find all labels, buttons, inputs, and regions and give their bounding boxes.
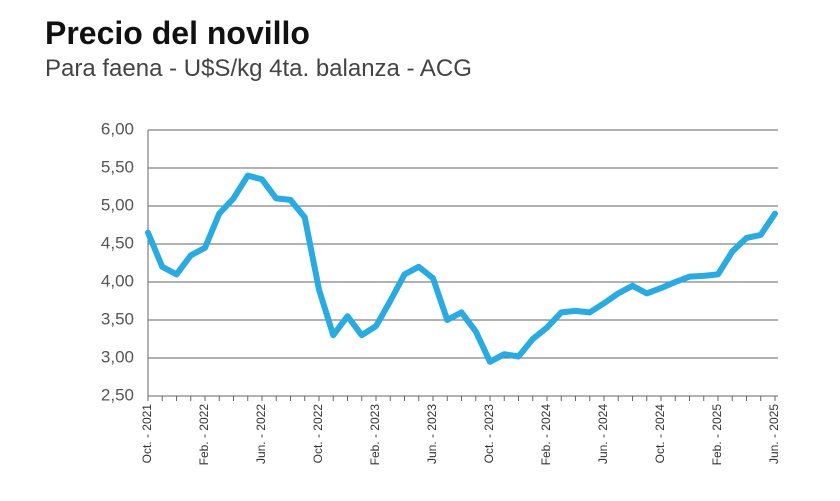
x-tick-label: Jun. - 2025 <box>767 404 781 464</box>
x-tick-label: Feb. - 2022 <box>197 404 211 466</box>
y-tick-label: 3,00 <box>101 347 134 366</box>
y-tick-label: 4,00 <box>101 271 134 290</box>
chart-title: Precio del novillo <box>45 15 310 51</box>
x-tick-label: Feb. - 2023 <box>368 404 382 466</box>
y-tick-label: 5,00 <box>101 195 134 214</box>
y-tick-label: 6,00 <box>101 119 134 138</box>
y-tick-label: 5,50 <box>101 157 134 176</box>
x-tick-label: Oct. - 2021 <box>140 404 154 464</box>
x-tick-label: Feb. - 2025 <box>710 404 724 466</box>
x-tick-label: Jun. - 2023 <box>425 404 439 464</box>
x-tick-label: Jun. - 2024 <box>596 404 610 464</box>
price-line <box>145 172 778 365</box>
x-tick-label: Oct. - 2022 <box>311 404 325 464</box>
x-tick-label: Oct. - 2023 <box>482 404 496 464</box>
x-tick-label: Feb. - 2024 <box>539 404 553 466</box>
y-tick-label: 4,50 <box>101 233 134 252</box>
y-tick-label: 2,50 <box>101 385 134 404</box>
x-tick-label: Jun. - 2022 <box>254 404 268 464</box>
y-tick-label: 3,50 <box>101 309 134 328</box>
x-tick-label: Oct. - 2024 <box>653 404 667 464</box>
chart-subtitle: Para faena - U$S/kg 4ta. balanza - ACG <box>45 55 472 82</box>
